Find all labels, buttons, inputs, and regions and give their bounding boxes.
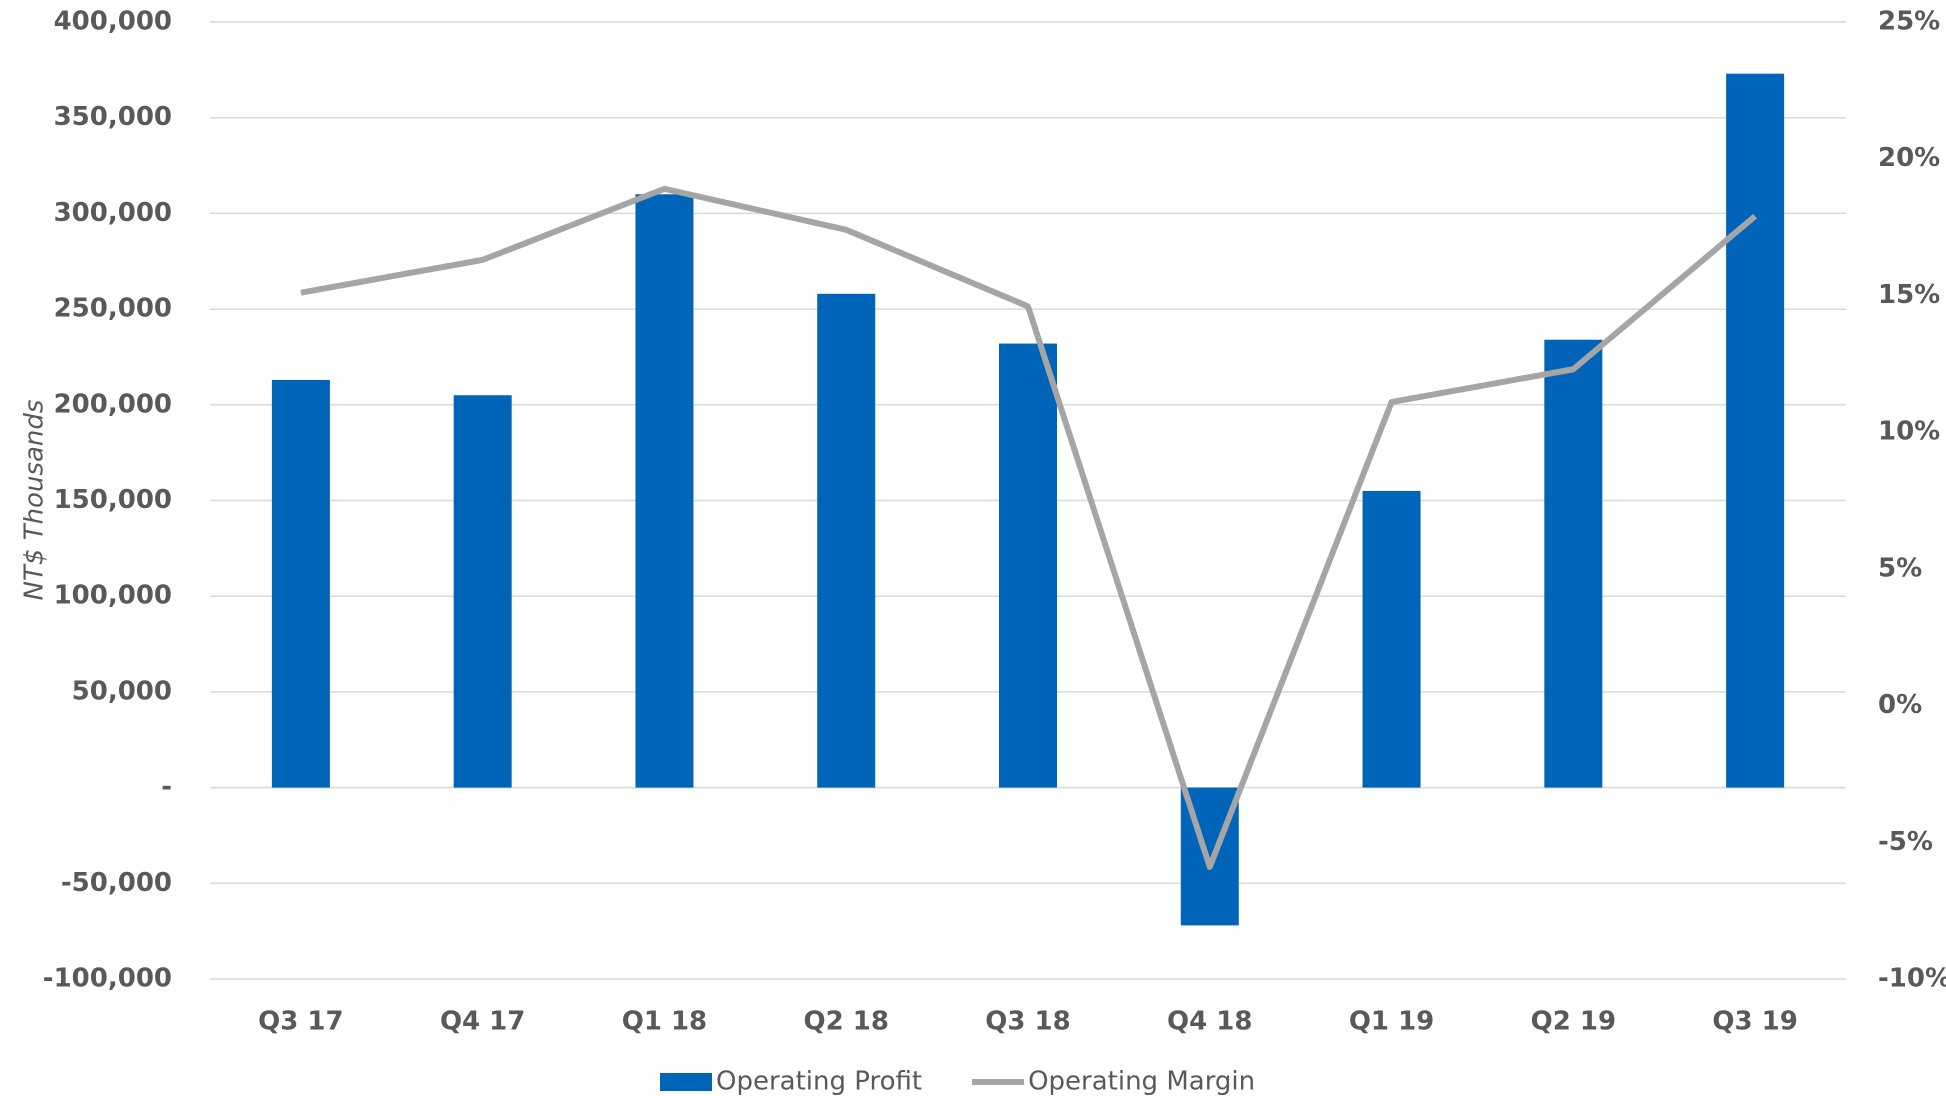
bar <box>817 293 876 788</box>
y-tick-label: 350,000 <box>54 102 172 132</box>
y-tick-label: - <box>161 772 172 802</box>
y2-tick-label: 20% <box>1878 143 1940 173</box>
x-tick-label: Q3 19 <box>1712 1007 1797 1037</box>
y2-tick-label: 5% <box>1878 553 1922 583</box>
y2-tick-label: 0% <box>1878 690 1922 720</box>
y-tick-label: -50,000 <box>61 868 172 898</box>
y-tick-label: 150,000 <box>54 485 172 515</box>
y-tick-label: 100,000 <box>54 581 172 611</box>
x-tick-label: Q4 18 <box>1167 1007 1252 1037</box>
y-tick-label: -100,000 <box>43 964 172 994</box>
y2-tick-label: 10% <box>1878 417 1940 447</box>
y-axis-title: NT$ Thousands <box>20 400 50 601</box>
y-tick-label: 50,000 <box>72 676 172 706</box>
y2-tick-label: -5% <box>1878 827 1933 857</box>
y2-tick-label: 25% <box>1878 7 1940 37</box>
bar <box>999 343 1057 788</box>
y-tick-label: 200,000 <box>54 389 172 419</box>
x-tick-label: Q3 18 <box>985 1007 1070 1037</box>
y2-tick-label: 15% <box>1878 280 1940 310</box>
bar <box>1726 73 1785 788</box>
legend-swatch <box>660 1073 712 1091</box>
bar <box>453 395 512 788</box>
bar <box>1362 490 1421 788</box>
line <box>300 185 1758 870</box>
legend-label: Operating Margin <box>1028 1067 1255 1096</box>
x-tick-label: Q4 17 <box>440 1007 525 1037</box>
bar <box>635 194 694 788</box>
x-tick-label: Q1 19 <box>1349 1007 1434 1037</box>
y2-tick-label: -10% <box>1878 964 1946 994</box>
bar <box>271 379 330 788</box>
x-tick-label: Q2 19 <box>1531 1007 1616 1037</box>
y-tick-label: 300,000 <box>54 198 172 228</box>
x-tick-label: Q1 18 <box>622 1007 707 1037</box>
y-tick-label: 250,000 <box>54 294 172 324</box>
bar <box>1544 339 1603 788</box>
x-tick-label: Q2 18 <box>804 1007 889 1037</box>
x-tick-label: Q3 17 <box>258 1007 343 1037</box>
legend-label: Operating Profit <box>716 1067 922 1096</box>
y-tick-label: 400,000 <box>54 7 172 37</box>
